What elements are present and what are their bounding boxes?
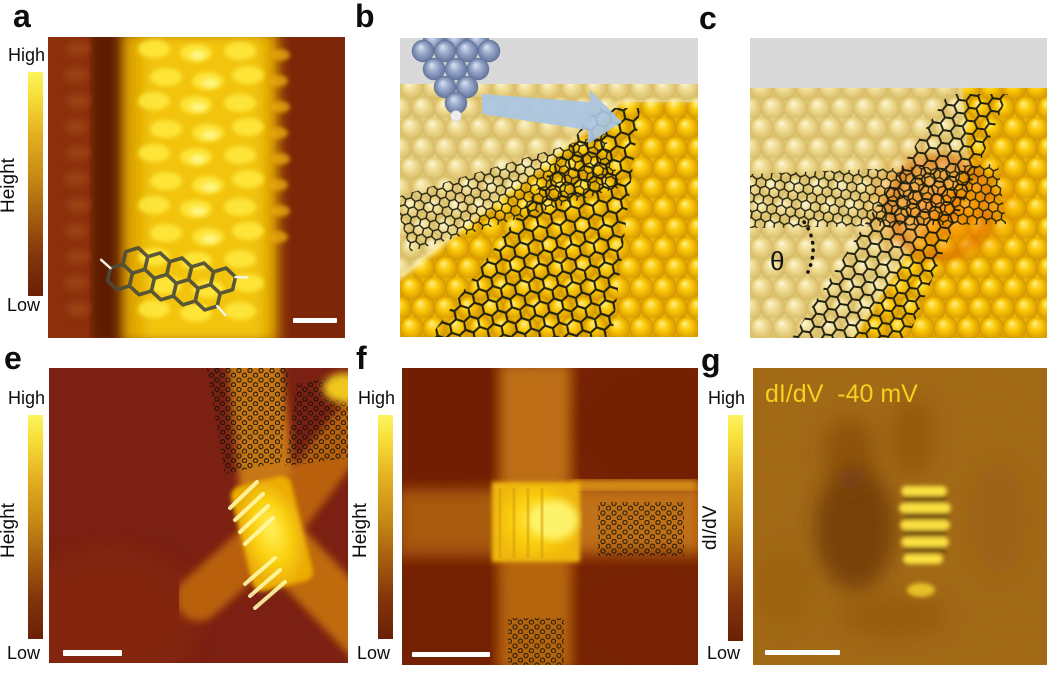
atomic-lattice-overlay-right	[598, 502, 684, 556]
scale-bar-a	[293, 318, 337, 323]
corner-bright-spots	[323, 373, 348, 403]
illustration-c-crossed-ribbons: θ	[750, 38, 1047, 338]
panel-label-f: f	[356, 340, 367, 376]
illustration-b-tip-manipulation	[400, 38, 698, 337]
colorbar-g-axis-label: dI/dV	[700, 505, 721, 550]
ribbon-edge-scallops	[268, 49, 290, 243]
panel-label-e: e	[4, 340, 22, 376]
colorbar-a-low-label: Low	[7, 295, 41, 315]
graphene-ribbon-mesh-horizontal	[750, 164, 1006, 228]
junction-fringes	[228, 480, 287, 610]
panel-label-g: g	[701, 342, 721, 378]
junction-fringes	[498, 488, 544, 558]
panel-label-a: a	[13, 0, 31, 34]
scale-bar-f	[412, 652, 490, 657]
didv-map-label: dI/dV -40 mV	[765, 380, 918, 408]
scale-bar-e	[63, 650, 122, 656]
colorbar-e-gradient	[28, 415, 43, 639]
hydrogen-bond-stubs	[99, 258, 248, 317]
colorbar-e-low-label: Low	[7, 643, 41, 663]
colorbar-g-high-label: High	[708, 388, 746, 408]
theta-angle-label: θ	[770, 246, 784, 276]
faint-left-ribbon-lobes	[64, 42, 90, 316]
panel-label-b: b	[355, 0, 375, 34]
stm-image-a	[48, 37, 345, 338]
gold-surface-upper-terrace	[400, 84, 698, 278]
panel-label-c: c	[699, 0, 717, 36]
atomic-lattice-overlay-bottom	[508, 618, 564, 665]
stm-tip-icon	[411, 38, 501, 122]
dark-patches	[753, 398, 1027, 638]
colorbar-a-axis-label: Height	[0, 158, 19, 213]
molecular-lobes	[138, 40, 264, 322]
stm-image-e	[49, 368, 348, 663]
colorbar-g-gradient	[728, 415, 743, 641]
molecule-structure-overlay	[99, 246, 248, 317]
colorbar-a-high-label: High	[8, 45, 46, 65]
didv-stripes	[899, 486, 951, 597]
colorbar-f-gradient	[378, 415, 393, 639]
colorbar-g-low-label: Low	[707, 643, 741, 663]
stm-image-f	[402, 368, 698, 665]
manipulation-arrow-icon	[482, 90, 622, 144]
didv-map-g	[753, 368, 1047, 665]
colorbar-a-gradient	[28, 72, 43, 296]
graphene-ribbon-mesh-lower	[430, 108, 640, 337]
colorbar-e-high-label: High	[8, 388, 46, 408]
atomic-lattice-overlay-left	[207, 368, 289, 474]
colorbar-e-axis-label: Height	[0, 503, 19, 558]
colorbar-f-low-label: Low	[357, 643, 391, 663]
scale-bar-g	[765, 650, 840, 655]
lobe-highlights	[190, 50, 218, 244]
colorbar-f-high-label: High	[358, 388, 396, 408]
colorbar-f-axis-label: Height	[350, 503, 371, 558]
